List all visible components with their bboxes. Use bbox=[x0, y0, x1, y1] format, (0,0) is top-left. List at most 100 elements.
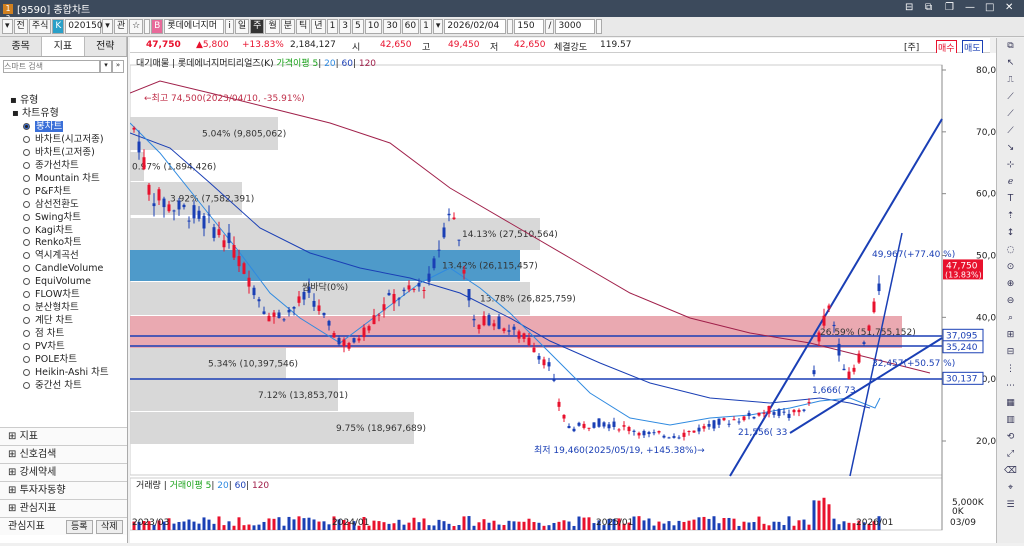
tab-indicator[interactable]: 지표 bbox=[42, 37, 85, 56]
toolbar-item-29[interactable]: / bbox=[545, 19, 555, 34]
drawing-tool-icon[interactable]: ⊟ bbox=[1006, 347, 1015, 357]
tab-stock[interactable]: 종목 bbox=[0, 37, 43, 56]
drawing-tool-icon[interactable]: ⊹ bbox=[1006, 160, 1015, 170]
chart-type-item[interactable]: Swing차트 bbox=[10, 211, 109, 224]
minimize-icon[interactable]: — bbox=[965, 2, 975, 13]
maximize-icon[interactable]: □ bbox=[985, 2, 995, 13]
search-collapse-icon[interactable]: » bbox=[112, 60, 124, 73]
chart-type-item[interactable]: POLE차트 bbox=[10, 353, 109, 366]
drawing-tool-icon[interactable]: ◌ bbox=[1006, 245, 1015, 255]
chart-type-item[interactable]: 종가선차트 bbox=[10, 159, 109, 172]
toolbar-item-30[interactable]: 3000 bbox=[555, 19, 596, 34]
chart-type-item[interactable]: 역시계곡선 bbox=[10, 249, 109, 262]
chart-type-item[interactable]: FLOW차트 bbox=[10, 288, 109, 301]
toolbar-item-1[interactable]: 전 bbox=[13, 19, 28, 34]
smart-search-input[interactable] bbox=[3, 60, 100, 73]
drawing-tool-icon[interactable]: Ｔ bbox=[1005, 194, 1015, 204]
drawing-tool-icon[interactable]: ⌖ bbox=[1007, 483, 1014, 493]
drawing-tool-icon[interactable]: ⟋ bbox=[1007, 92, 1014, 102]
toolbar-item-31[interactable] bbox=[596, 19, 603, 34]
toolbar-item-18[interactable]: 1 bbox=[326, 19, 339, 34]
chart-type-item[interactable]: PV차트 bbox=[10, 340, 109, 353]
drawing-tool-icon[interactable]: ⟲ bbox=[1006, 432, 1015, 442]
toolbar-item-7[interactable]: ☆ bbox=[129, 19, 144, 34]
drawing-tool-icon[interactable]: ⤢ bbox=[1006, 449, 1015, 459]
toolbar-item-9[interactable]: B bbox=[151, 19, 164, 34]
drawing-tool-icon[interactable]: ⧉ bbox=[1007, 41, 1014, 51]
toolbar-item-11[interactable]: i bbox=[225, 19, 234, 34]
chart-type-item[interactable]: 중간선 차트 bbox=[10, 379, 109, 392]
drawing-tool-icon[interactable]: ▦ bbox=[1006, 398, 1015, 408]
toolbar-item-8[interactable] bbox=[144, 19, 151, 34]
restore-icon[interactable]: ❐ bbox=[945, 2, 954, 13]
chart-type-item[interactable]: 바차트(고저종) bbox=[10, 146, 109, 159]
price-chart-svg[interactable]: 80,000 70,000 60,000 50,000 40,000 30,000 20,0… bbox=[129, 53, 1008, 543]
toolbar-item-21[interactable]: 10 bbox=[364, 19, 383, 34]
toolbar-item-22[interactable]: 30 bbox=[383, 19, 401, 34]
chart-type-item[interactable]: Mountain 차트 bbox=[10, 172, 109, 185]
drawing-tool-icon[interactable]: ↕ bbox=[1006, 228, 1015, 238]
toolbar-item-0[interactable]: ▾ bbox=[2, 19, 13, 34]
chart-type-item[interactable]: Kagi차트 bbox=[10, 224, 109, 237]
drawing-tool-icon[interactable]: ⌕ bbox=[1007, 313, 1014, 323]
drawing-tool-icon[interactable]: ↖ bbox=[1006, 58, 1015, 68]
toolbar-item-3[interactable]: K bbox=[52, 19, 65, 34]
drawing-tool-icon[interactable]: ↘ bbox=[1006, 143, 1015, 153]
chart-type-item[interactable]: 계단 차트 bbox=[10, 314, 109, 327]
drawing-tool-icon[interactable]: ⌫ bbox=[1004, 466, 1017, 476]
toolbar-item-28[interactable]: 150 bbox=[514, 19, 545, 34]
bottom-section[interactable]: ⊞ 지표 bbox=[0, 427, 127, 445]
chart-type-item[interactable]: 봉차트 bbox=[10, 120, 109, 133]
tree-group-type[interactable]: ▪ 유형 bbox=[10, 94, 109, 107]
chart-type-item[interactable]: P&F차트 bbox=[10, 185, 109, 198]
bottom-section[interactable]: ⊞ 강세약세 bbox=[0, 463, 127, 481]
drawing-tool-icon[interactable]: ⇡ bbox=[1006, 211, 1015, 221]
toolbar-item-15[interactable]: 분 bbox=[280, 19, 295, 34]
bottom-section[interactable]: ⊞ 투자자동향 bbox=[0, 481, 127, 499]
chart-type-item[interactable]: CandleVolume bbox=[10, 262, 109, 275]
toolbar-item-19[interactable]: 3 bbox=[339, 19, 352, 34]
bottom-section[interactable]: ⊞ 신호검색 bbox=[0, 445, 127, 463]
toolbar-item-12[interactable]: 일 bbox=[234, 19, 250, 34]
toolbar-item-14[interactable]: 월 bbox=[265, 19, 280, 34]
close-icon[interactable]: ✕ bbox=[1005, 2, 1014, 13]
toolbar-item-4[interactable]: 020150 bbox=[65, 19, 103, 34]
toolbar-item-5[interactable]: ▾ bbox=[102, 19, 113, 34]
drawing-tool-icon[interactable]: ⋮ bbox=[1006, 364, 1015, 374]
drawing-tool-icon[interactable]: ☰ bbox=[1006, 500, 1015, 510]
copy-icon[interactable]: ⧉ bbox=[925, 2, 933, 13]
chart-type-item[interactable]: 바차트(시고저종) bbox=[10, 133, 109, 146]
toolbar-item-10[interactable]: 롯데에너지머 bbox=[164, 19, 225, 34]
chart-type-item[interactable]: EquiVolume bbox=[10, 275, 109, 288]
toolbar-item-25[interactable]: ▾ bbox=[432, 19, 444, 34]
pin-icon[interactable]: ⊟ bbox=[905, 2, 914, 13]
chart-type-item[interactable]: Heikin-Ashi 차트 bbox=[10, 366, 109, 379]
tab-strategy[interactable]: 전략 bbox=[84, 37, 127, 56]
register-button[interactable]: 등록 bbox=[66, 520, 93, 534]
chart-type-item[interactable]: 분산형차트 bbox=[10, 301, 109, 314]
drawing-tool-icon[interactable]: ⎍ bbox=[1007, 75, 1014, 85]
toolbar-item-24[interactable]: 1 bbox=[420, 19, 432, 34]
drawing-tool-icon[interactable]: ▥ bbox=[1006, 415, 1015, 425]
bottom-section[interactable]: ⊞ 관심지표 bbox=[0, 499, 127, 517]
toolbar-item-13[interactable]: 주 bbox=[250, 19, 265, 34]
toolbar-item-6[interactable]: 관 bbox=[113, 19, 129, 34]
search-expand-icon[interactable]: ▾ bbox=[100, 60, 112, 73]
chart-type-item[interactable]: 점 차트 bbox=[10, 327, 109, 340]
chart-type-item[interactable]: 삼선전환도 bbox=[10, 198, 109, 211]
sell-button[interactable]: 매도 bbox=[962, 40, 983, 55]
drawing-tool-icon[interactable]: ⊞ bbox=[1006, 330, 1015, 340]
drawing-tool-icon[interactable]: ℯ bbox=[1007, 177, 1014, 187]
chart-area[interactable]: 80,000 70,000 60,000 50,000 40,000 30,000 20,0… bbox=[129, 53, 1008, 543]
delete-button[interactable]: 삭제 bbox=[96, 520, 123, 534]
drawing-tool-icon[interactable]: ⋯ bbox=[1006, 381, 1015, 391]
tree-subgroup[interactable]: ▪ 차트유형 bbox=[10, 107, 109, 120]
toolbar-item-17[interactable]: 년 bbox=[311, 19, 326, 34]
drawing-tool-icon[interactable]: ⊖ bbox=[1006, 296, 1015, 306]
chart-type-item[interactable]: Renko차트 bbox=[10, 236, 109, 249]
drawing-tool-icon[interactable]: ⟋ bbox=[1007, 109, 1014, 119]
toolbar-item-26[interactable]: 2026/02/04 bbox=[444, 19, 507, 34]
drawing-tool-icon[interactable]: ⟋ bbox=[1007, 126, 1014, 136]
drawing-tool-icon[interactable]: ⊕ bbox=[1006, 279, 1015, 289]
toolbar-item-20[interactable]: 5 bbox=[352, 19, 364, 34]
